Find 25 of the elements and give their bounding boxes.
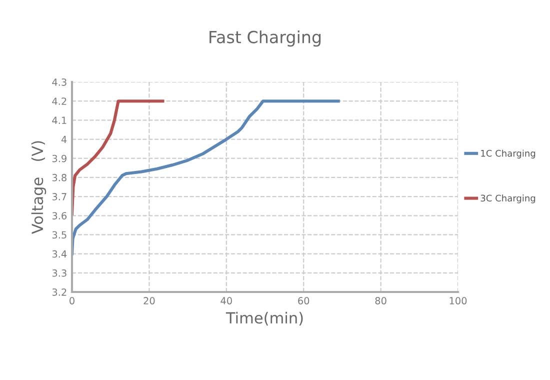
x-tick-label: 60 (298, 297, 310, 304)
y-tick-label: 3.4 (52, 250, 67, 258)
y-tick-label: 4.2 (52, 98, 66, 105)
x-tick-label: 100 (450, 297, 467, 304)
y-tick-label: 3.9 (52, 154, 66, 162)
y-tick-label: 4.1 (52, 116, 66, 124)
legend-label: 3C Charging (480, 194, 536, 204)
x-tick-label: 0 (70, 297, 74, 304)
y-tick-label: 3.3 (52, 269, 66, 277)
y-tick-label: 3.5 (52, 231, 66, 239)
y-tick-label: 3.7 (52, 193, 66, 200)
x-tick-label: 40 (220, 297, 232, 304)
chart-title: Fast Charging (210, 30, 321, 47)
y-tick-label: 3.6 (52, 212, 67, 220)
x-tick-label: 80 (375, 297, 386, 304)
line-series (72, 100, 164, 216)
y-tick-label: 4.3 (52, 78, 66, 86)
line-series (72, 100, 340, 256)
y-tick-label: 4 (61, 136, 67, 143)
y-tick-label: 3.2 (52, 288, 66, 296)
y-tick-label: 3.8 (52, 174, 66, 182)
legend-label: 1C Charging (481, 150, 536, 158)
x-tick-label: 20 (144, 297, 155, 304)
x-axis-title: Time(min) (226, 312, 303, 326)
y-axis-title: Voltage (V) (31, 141, 46, 234)
